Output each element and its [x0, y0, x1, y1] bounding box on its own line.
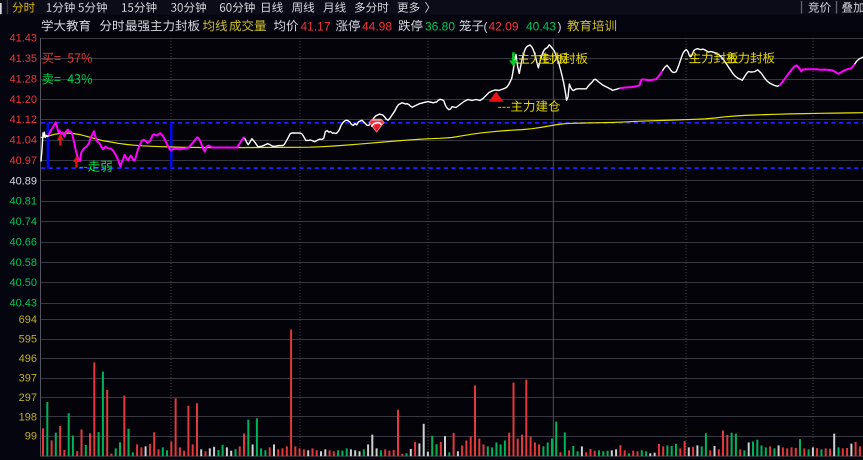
svg-text:40.43: 40.43 — [526, 19, 556, 33]
svg-text:41.17: 41.17 — [301, 19, 331, 33]
svg-text:99: 99 — [25, 431, 37, 443]
svg-text:40.81: 40.81 — [9, 196, 37, 208]
svg-text:41.04: 41.04 — [9, 135, 37, 147]
svg-text:40.50: 40.50 — [9, 277, 37, 289]
svg-text:40.97: 40.97 — [9, 155, 37, 167]
svg-text:40.58: 40.58 — [9, 257, 37, 269]
svg-text:41.12: 41.12 — [9, 114, 37, 126]
svg-text:397: 397 — [19, 372, 37, 384]
svg-text:496: 496 — [19, 353, 37, 365]
svg-text:44.98: 44.98 — [362, 19, 392, 33]
svg-text:(: ( — [484, 19, 488, 33]
svg-text:41.28: 41.28 — [9, 73, 37, 85]
svg-text:40.89: 40.89 — [9, 175, 37, 187]
svg-text:297: 297 — [19, 392, 37, 404]
svg-text:41.35: 41.35 — [9, 53, 37, 65]
svg-text:36.80: 36.80 — [425, 19, 455, 33]
svg-text:): ) — [558, 19, 562, 33]
svg-text:694: 694 — [19, 314, 37, 326]
svg-text:198: 198 — [19, 411, 37, 423]
svg-text:41.43: 41.43 — [9, 33, 37, 45]
svg-text:40.74: 40.74 — [9, 216, 37, 228]
svg-text:41.20: 41.20 — [9, 94, 37, 106]
svg-text:42.09: 42.09 — [489, 19, 519, 33]
svg-text:40.66: 40.66 — [9, 236, 37, 248]
svg-text:40.43: 40.43 — [9, 298, 37, 310]
svg-text:595: 595 — [19, 334, 37, 346]
